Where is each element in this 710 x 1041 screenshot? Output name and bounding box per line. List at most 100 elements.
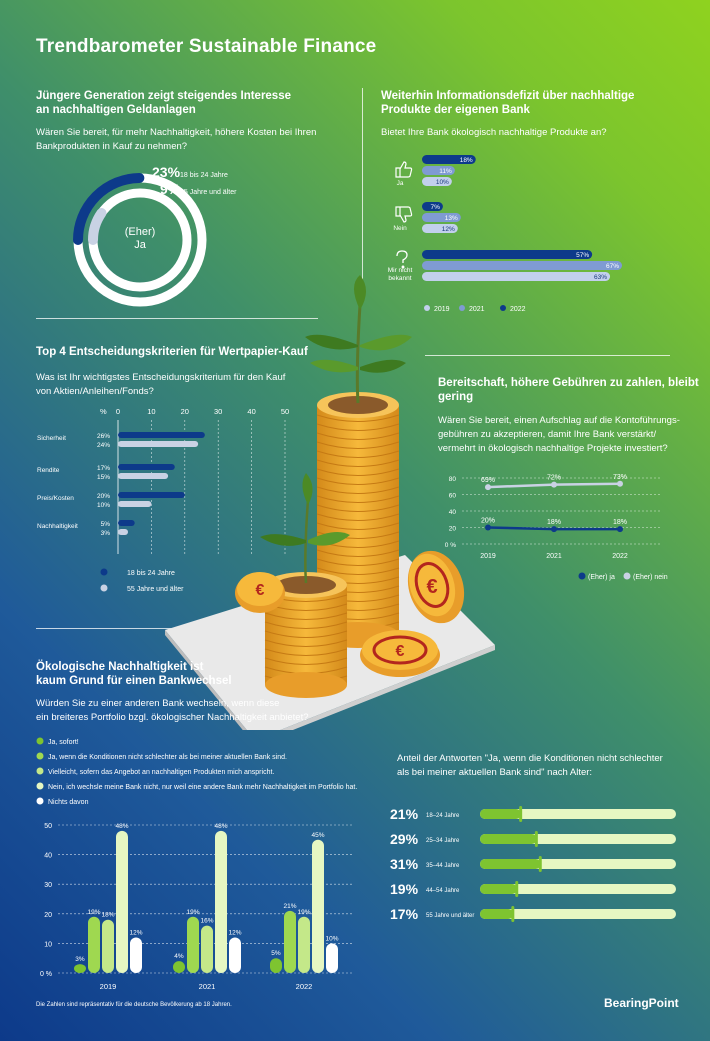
fees-point-0-1: [551, 526, 557, 533]
divider-vertical-top: [362, 88, 363, 298]
fees-ytick-2: 40: [449, 509, 457, 516]
tall-coin-edge: [316, 468, 400, 476]
short-coin-edge: [264, 612, 348, 620]
fees-legend-nein: (Eher) nein: [633, 574, 668, 581]
section1-heading: Jüngere Generation zeigt steigendes Inte…: [36, 89, 291, 117]
bank-bar-label-0-2022: 18%: [460, 157, 473, 164]
criteria-cat-3: Nachhaltigkeit: [37, 523, 78, 530]
fees-ytick-0: 0 %: [445, 542, 456, 549]
age-pct-2: 31%: [390, 856, 419, 872]
age-marker-3: [515, 881, 519, 897]
criteria-bar-3-0: [118, 520, 135, 526]
switch-label-0-1: 19%: [87, 909, 100, 916]
switch-bar-0-1: [88, 916, 100, 973]
divider-right-1: [425, 355, 670, 356]
group-label-ja: Ja: [397, 180, 404, 187]
criteria-label-3-1: 3%: [101, 530, 111, 537]
criteria-chart: % 0 10 20 30 40 50 Sicherheit 26% 24% Rendite 17% 1…: [37, 407, 289, 593]
criteria-xtick-30: 30: [214, 407, 222, 416]
switch-ytick-2: 20: [44, 912, 52, 919]
age-marker-0: [519, 806, 523, 822]
bank-bar-0-2022: [422, 155, 476, 164]
svg-text:€: €: [426, 576, 437, 598]
section1-heading-line1: Jüngere Generation zeigt steigendes Inte…: [36, 90, 291, 102]
criteria-xtick-40: 40: [247, 407, 255, 416]
question-mark-icon: [396, 250, 408, 269]
switch-legend-2-swatch: [36, 752, 44, 760]
switch-legend-3-swatch: [36, 767, 44, 775]
short-coin-edge: [264, 621, 348, 629]
criteria-label-0-1: 24%: [97, 442, 110, 449]
criteria-xtick-20: 20: [181, 407, 189, 416]
divider-left-2: [36, 628, 281, 629]
switch-label-2-4: 10%: [325, 935, 338, 942]
switch-legend-1: Ja, sofort!: [48, 739, 79, 746]
criteria-label-1-0: 17%: [97, 465, 110, 472]
fees-xtick-2021: 2021: [546, 553, 562, 560]
switch-label-1-3: 48%: [214, 823, 227, 830]
bank-bar-label-2-2021: 67%: [606, 263, 619, 270]
tall-coin-edge: [316, 504, 400, 512]
tall-coin-edge: [316, 450, 400, 458]
fees-label-0-2: 18%: [613, 519, 627, 526]
age-track-4: [480, 909, 676, 919]
criteria-label-3-0: 5%: [101, 521, 111, 528]
tall-coin-edge: [316, 522, 400, 530]
criteria-label-1-1: 15%: [97, 474, 110, 481]
switch-legend-3: Vielleicht, sofern das Angebot an nachha…: [48, 769, 274, 776]
switch-xtick-2019: 2019: [100, 982, 117, 991]
section6-heading-line1: Anteil der Antworten "Ja, wenn die Kondi…: [397, 753, 663, 764]
switch-bar-2-2: [298, 916, 310, 973]
bank-bar-1-2019: [422, 224, 458, 233]
switch-label-1-1: 19%: [186, 909, 199, 916]
tall-coin-edge: [316, 414, 400, 422]
coins-plant-illustration: € € €: [165, 275, 495, 730]
legend-2019-swatch: [424, 305, 430, 311]
criteria-label-2-1: 10%: [97, 502, 110, 509]
ring-arc-0: [73, 173, 145, 245]
switch-bar-2-1: [284, 910, 296, 973]
age-track-0: [480, 809, 676, 819]
bank-bar-1-2021: [422, 213, 461, 222]
switch-bar-0-4: [130, 937, 142, 973]
switch-label-2-0: 5%: [271, 950, 281, 957]
section2-heading-line1: Weiterhin Informationsdefizit über nachh…: [381, 90, 635, 102]
ring-center-line1: (Eher): [125, 226, 156, 238]
age-cat-2: 35–44 Jahre: [426, 863, 460, 869]
svg-text:€: €: [256, 582, 265, 599]
short-coin-edge: [264, 657, 348, 665]
section1-question-line2: Bankprodukten in Kauf zu nehmen?: [36, 141, 188, 152]
short-plant: [260, 473, 350, 584]
switch-bar-1-1: [187, 916, 199, 973]
criteria-label-0-0: 26%: [97, 433, 110, 440]
switch-label-1-0: 4%: [174, 953, 184, 960]
fees-ytick-3: 60: [449, 493, 457, 500]
age-cat-4: 55 Jahre und älter: [426, 913, 474, 919]
tall-coin-edge: [316, 477, 400, 485]
tall-coin-edge: [316, 558, 400, 566]
switch-label-0-4: 12%: [129, 929, 142, 936]
tall-coin-edge: [316, 513, 400, 521]
switch-label-0-3: 48%: [115, 823, 128, 830]
fees-xtick-2019: 2019: [480, 553, 496, 560]
criteria-axis-unit: %: [100, 407, 107, 416]
criteria-cat-2: Preis/Kosten: [37, 495, 74, 502]
euro-coin-left: €: [235, 572, 285, 613]
section5-heading-line2: kaum Grund für einen Bankwechsel: [36, 675, 232, 687]
thumbs-down-icon: [395, 206, 413, 223]
age-cat-3: 44–54 Jahre: [426, 888, 460, 894]
age-pct-0: 21%: [390, 806, 419, 822]
age-chart: 21% 18–24 Jahre 29% 25–34 Jahre 31% 35–44 Jah…: [390, 806, 676, 922]
switch-legend-2: Ja, wenn die Konditionen nicht schlechte…: [48, 754, 287, 761]
switch-label-2-3: 45%: [311, 832, 324, 839]
group-label-unknown-2: bekannt: [388, 275, 411, 282]
fees-legend-ja-swatch: [578, 572, 586, 580]
fees-label-0-1: 18%: [547, 519, 561, 526]
tall-coin-edge: [316, 549, 400, 557]
switch-ytick-3: 30: [44, 882, 52, 889]
age-marker-4: [511, 906, 515, 922]
switch-bar-0-2: [102, 919, 114, 973]
section4-heading-line1: Bereitschaft, höhere Gebühren zu zahlen,…: [438, 377, 699, 389]
section5-question: Würden Sie zu einer anderen Bank wechsel…: [36, 697, 309, 725]
